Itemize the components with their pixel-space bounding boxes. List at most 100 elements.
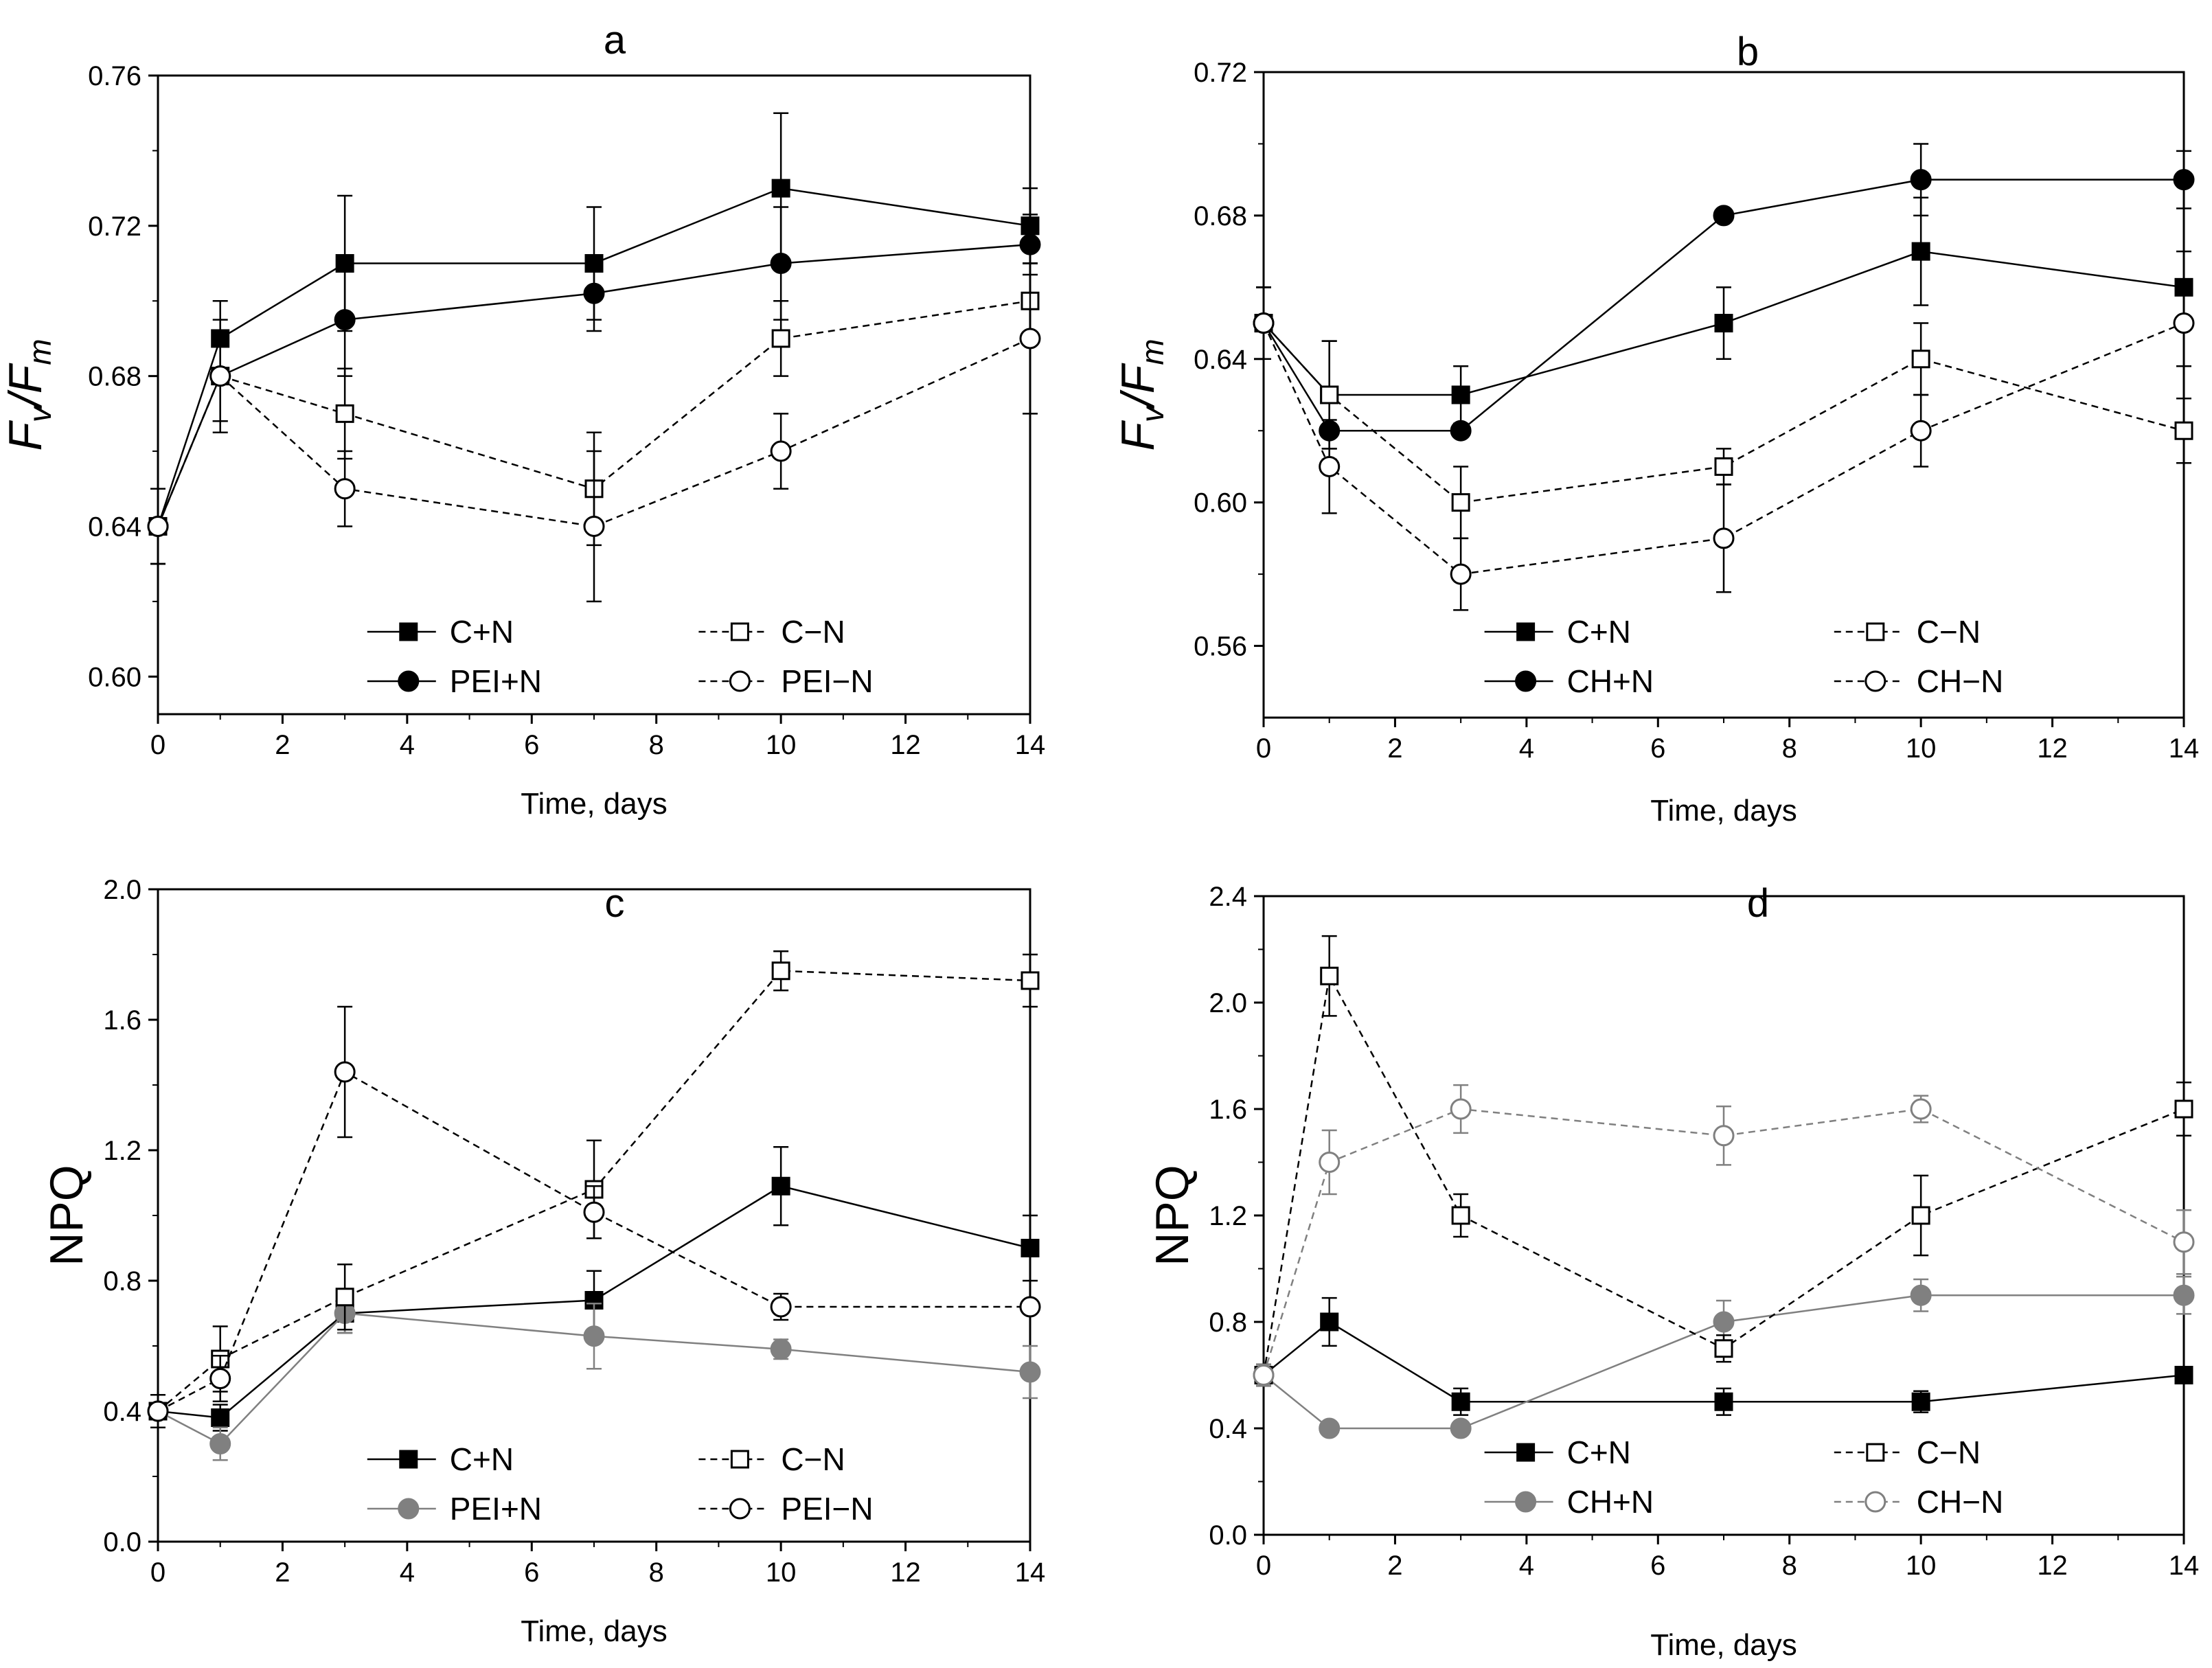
panel-letter: d <box>1747 881 1769 926</box>
data-point <box>771 1176 790 1196</box>
y-tick-label: 0.68 <box>88 362 141 392</box>
data-point <box>771 179 790 198</box>
data-point <box>1319 1152 1341 1173</box>
legend-label: CH+N <box>1567 1484 1654 1520</box>
data-point <box>1911 350 1930 369</box>
panel-d: 0 2 4 6 8 10 12 14 0.0 0.4 0.8 1.2 1.6 2.0 2.4 d Time, d… <box>1146 881 2199 1662</box>
series-line <box>157 299 1031 527</box>
y-tick-label: 0.8 <box>1209 1307 1247 1338</box>
legend-label: C+N <box>1567 1435 1631 1470</box>
legend-label: C−N <box>781 1441 845 1477</box>
legend-label: C+N <box>450 1441 514 1477</box>
data-point <box>1253 312 1275 334</box>
y-tick-label: 2.0 <box>1209 988 1247 1018</box>
x-tick-label: 14 <box>1015 1557 1046 1588</box>
data-point <box>1714 314 1733 333</box>
y-tick-label: 0.64 <box>88 512 141 542</box>
data-point <box>583 282 605 304</box>
legend-label: C+N <box>1567 614 1631 650</box>
legend-item: C+N <box>367 1441 514 1477</box>
data-point <box>1451 1392 1470 1411</box>
data-point <box>583 1325 605 1347</box>
x-tick-label: 6 <box>1650 733 1665 764</box>
x-tick-label: 10 <box>766 1557 797 1588</box>
data-point <box>770 440 792 462</box>
data-point <box>771 961 790 981</box>
legend-item: C+N <box>1484 1435 1631 1470</box>
plot-frame <box>157 74 1031 716</box>
legend-label: CH−N <box>1917 663 2004 699</box>
series-1 <box>1254 196 2193 450</box>
data-point <box>2173 169 2195 191</box>
legend: C+N C−N CH+N CH−N <box>1484 1435 2003 1520</box>
legend-marker <box>729 670 751 692</box>
data-point <box>1451 385 1470 404</box>
y-tick-label: 0.8 <box>103 1266 141 1296</box>
legend-label: PEI+N <box>450 663 542 699</box>
legend-label: C−N <box>781 614 845 650</box>
y-tick-label: 0.4 <box>103 1397 141 1427</box>
legend-marker <box>1515 1491 1537 1513</box>
x-tick-label: 2 <box>275 730 290 760</box>
y-tick-label: 1.6 <box>103 1005 141 1036</box>
data-point <box>2174 421 2193 440</box>
legend-item: C−N <box>698 614 845 650</box>
legend-label: C−N <box>1917 1435 1981 1470</box>
series-line <box>1263 322 2185 503</box>
data-point <box>209 1433 231 1454</box>
legend-item: C+N <box>1484 614 1631 650</box>
legend-item: CH+N <box>1484 1484 1654 1520</box>
series-4 <box>147 1005 1041 1428</box>
data-point <box>1320 385 1339 404</box>
x-axis-title: Time, days <box>1650 1628 1797 1662</box>
data-point <box>1713 1311 1735 1333</box>
x-tick-label: 6 <box>1650 1551 1665 1581</box>
data-point <box>1713 1125 1735 1147</box>
data-point <box>1911 1206 1930 1225</box>
legend-item: C+N <box>367 614 514 650</box>
y-tick-label: 1.2 <box>103 1136 141 1166</box>
series-4 <box>1253 279 2195 611</box>
series-line <box>1262 322 2185 575</box>
data-point <box>1714 1339 1733 1358</box>
x-tick-label: 12 <box>890 730 921 760</box>
data-point <box>1320 1312 1339 1332</box>
y-axis-title: Fv/Fm <box>0 339 58 450</box>
data-point <box>1019 233 1041 255</box>
data-point <box>1910 1284 1932 1306</box>
data-point <box>2173 312 2195 334</box>
x-axis-title: Time, days <box>521 787 668 821</box>
data-point <box>147 515 169 537</box>
series-line <box>157 187 1031 527</box>
data-point <box>1451 1206 1470 1225</box>
series-line <box>1263 1294 2184 1430</box>
legend-label: C+N <box>450 614 514 650</box>
x-tick-label: 8 <box>1782 733 1797 764</box>
data-point <box>2173 1284 2195 1306</box>
data-point <box>1021 971 1040 990</box>
legend: C+N C−N CH+N CH−N <box>1484 614 2004 699</box>
x-tick-label: 4 <box>1519 733 1534 764</box>
x-tick-label: 0 <box>1256 1551 1271 1581</box>
data-point <box>334 309 356 331</box>
data-point <box>2174 1366 2193 1384</box>
series-line <box>157 243 1031 527</box>
data-point <box>1713 527 1735 549</box>
data-point <box>1911 1392 1930 1411</box>
y-tick-label: 0.4 <box>1209 1414 1247 1444</box>
data-point <box>335 1288 354 1307</box>
legend-marker <box>1865 1491 1886 1513</box>
legend-item: C−N <box>1834 1435 1981 1470</box>
data-point <box>1714 1392 1733 1411</box>
legend-marker <box>1516 622 1536 641</box>
series-2 <box>147 1292 1041 1461</box>
legend-item: C−N <box>1834 614 1981 650</box>
y-tick-label: 0.60 <box>1194 488 1247 518</box>
data-point <box>1451 493 1470 512</box>
panel-c: 0 2 4 6 8 10 12 14 0.0 0.4 0.8 1.2 1.6 2.0 c Time, days… <box>41 875 1045 1648</box>
data-point <box>335 404 354 423</box>
data-point <box>583 515 605 537</box>
legend-marker <box>1865 670 1886 692</box>
data-point <box>2173 1231 2195 1253</box>
panel-letter: c <box>605 881 625 926</box>
